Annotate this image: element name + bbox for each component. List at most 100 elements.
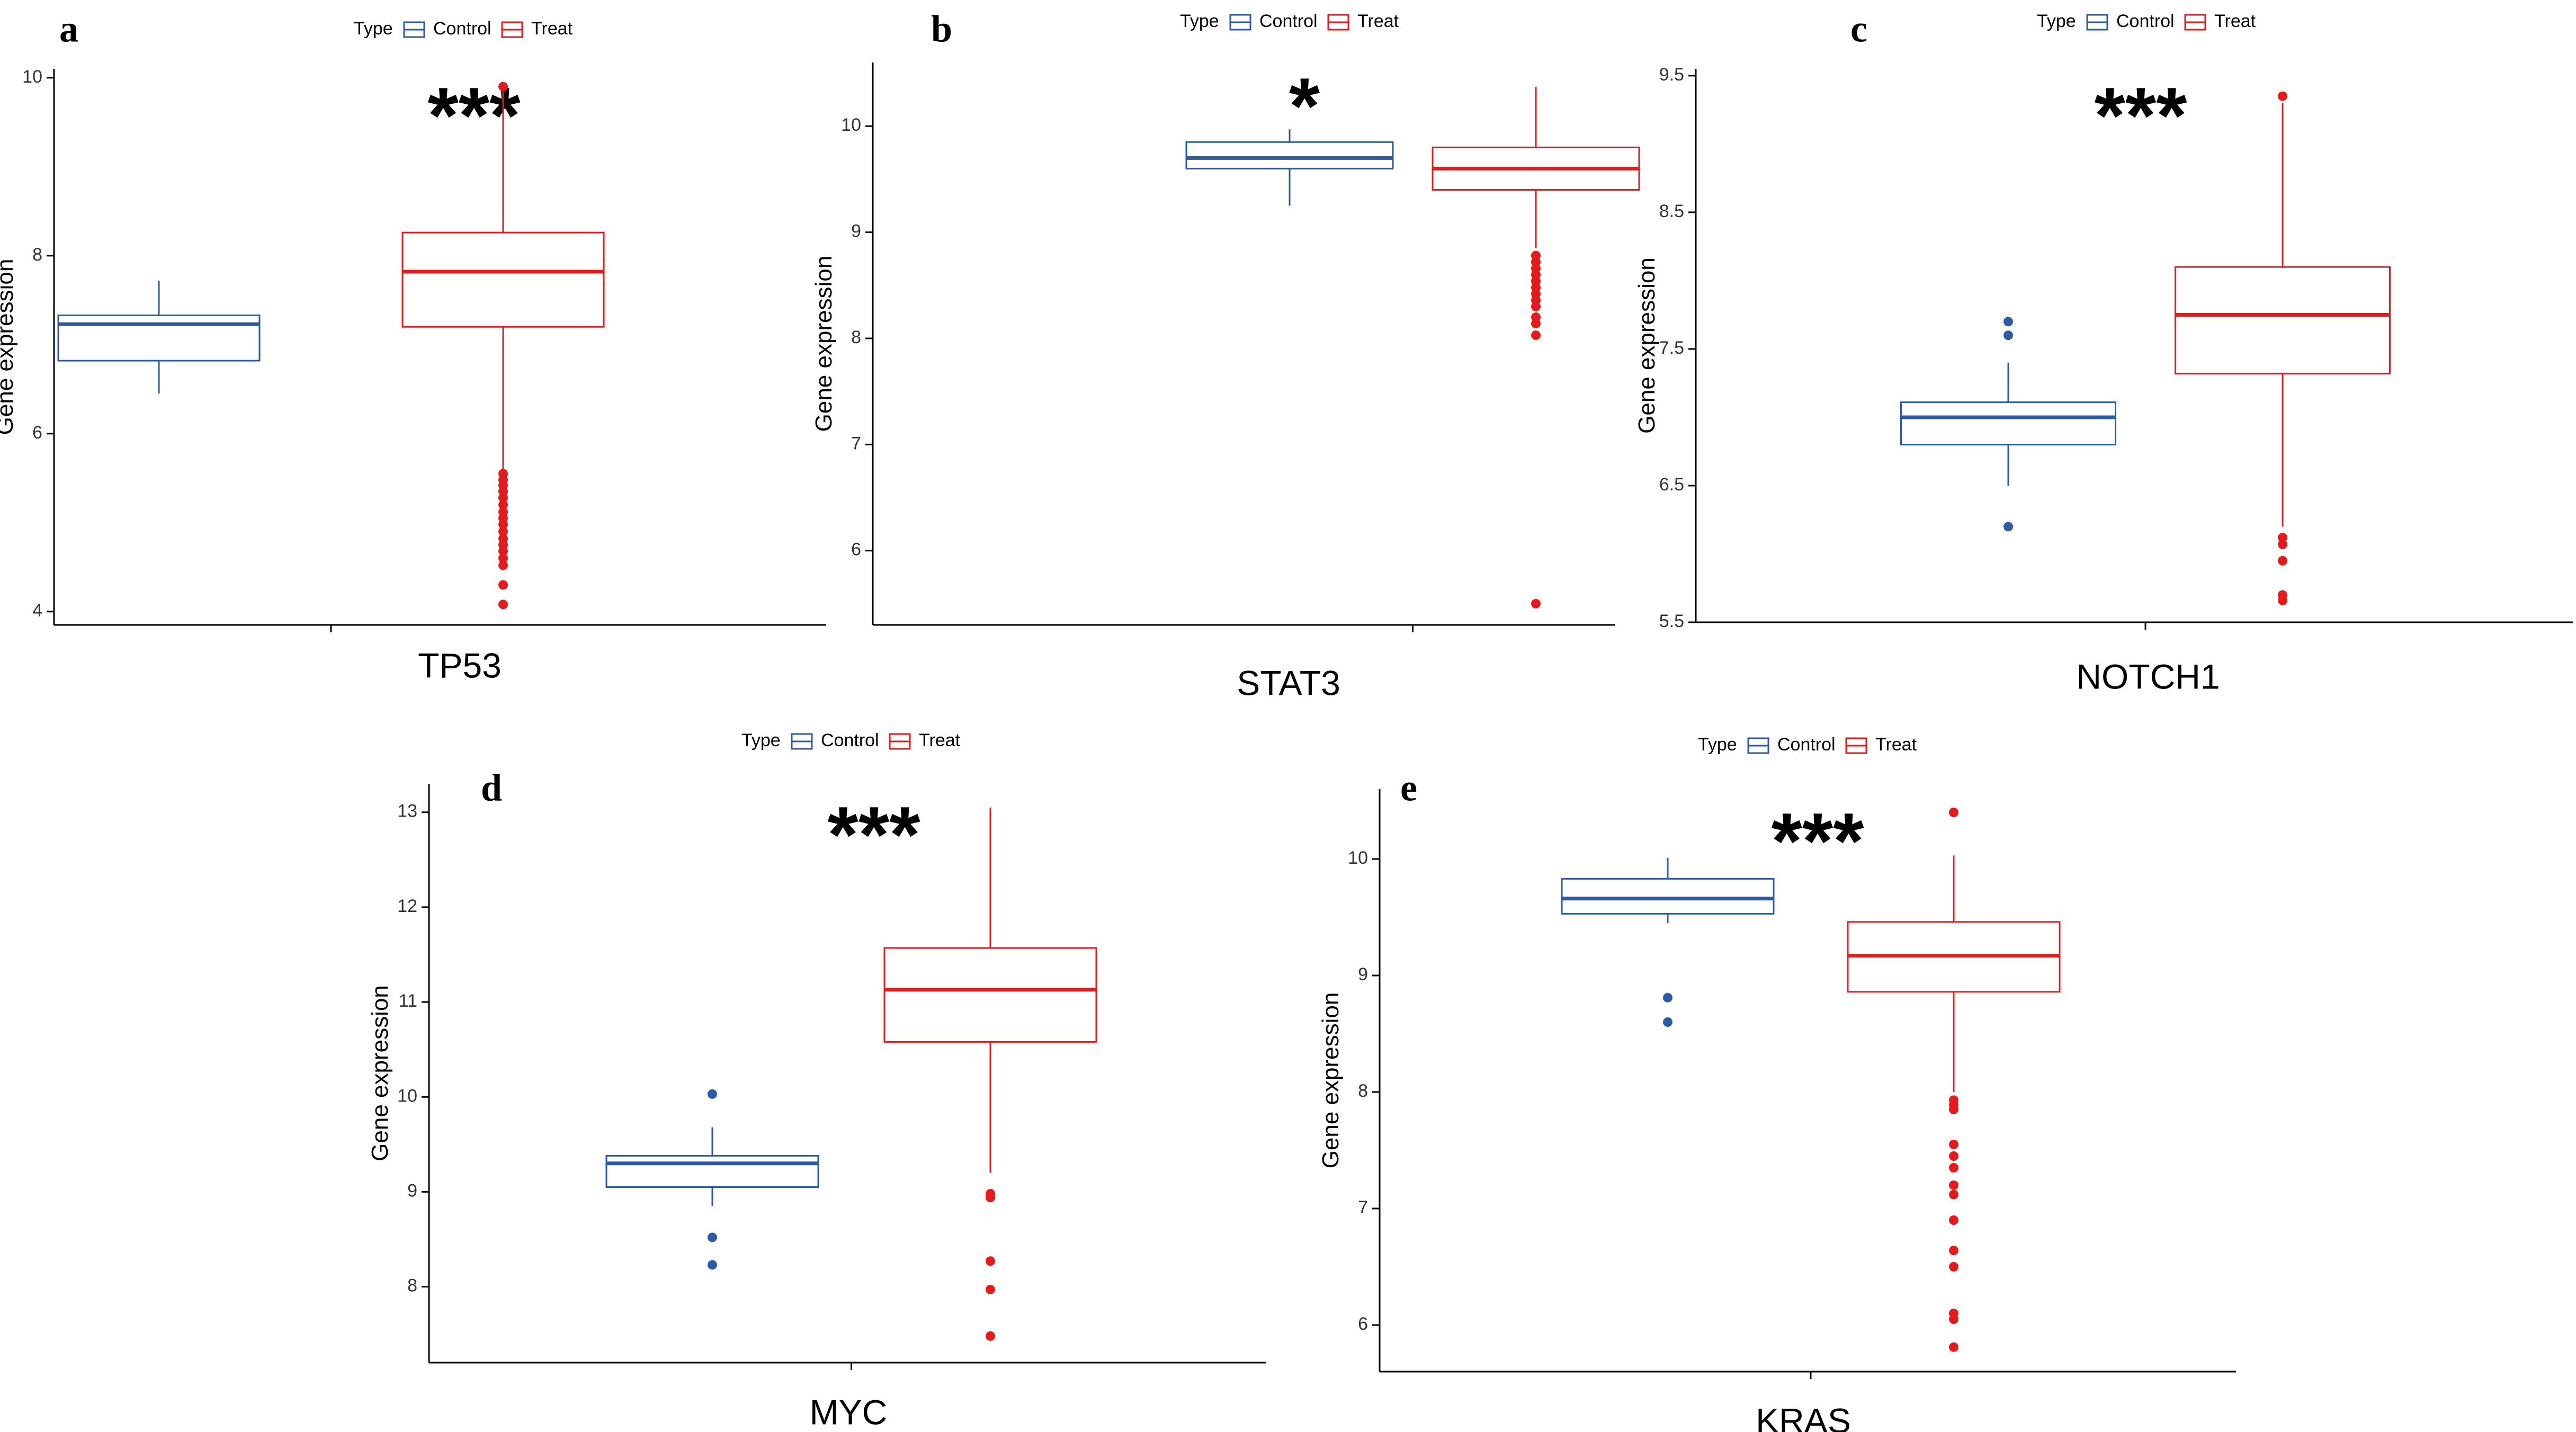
y-axis-title: Gene expression: [0, 259, 18, 435]
legend-control-label: Control: [821, 730, 879, 750]
iqr-box: [1561, 878, 1775, 915]
y-tick-label: 8.5: [1659, 201, 1684, 221]
box-treat: [1847, 808, 2061, 1352]
outlier-point: [708, 1260, 717, 1270]
outlier-point: [498, 553, 508, 563]
outlier-point: [2278, 595, 2287, 605]
y-tick-label: 11: [399, 991, 417, 1011]
y-tick-label: 10: [22, 67, 42, 87]
outlier-point: [1949, 1262, 1958, 1272]
y-tick-label: 6: [851, 540, 861, 560]
y-tick-label: 7: [851, 433, 861, 453]
outlier-point: [498, 493, 508, 503]
y-axis-title: Gene expression: [811, 256, 837, 432]
y-tick-label: 6.5: [1659, 475, 1684, 495]
y-tick-label: 12: [397, 896, 417, 916]
outlier-point: [1663, 992, 1672, 1003]
box-control: [605, 1089, 819, 1270]
legend-treat-label: Treat: [919, 730, 961, 750]
y-tick-label: 13: [397, 801, 417, 821]
box-control: [1561, 857, 1775, 1027]
outlier-point: [1949, 1151, 1958, 1161]
y-tick-label: 8: [407, 1276, 417, 1296]
legend-control-label: Control: [433, 19, 491, 39]
box-control: [1185, 129, 1394, 206]
y-tick-label: 9: [851, 221, 861, 241]
legend: Type Control Treat: [354, 19, 573, 39]
outlier-point: [1949, 1215, 1958, 1225]
y-tick-label: 4: [32, 601, 42, 621]
outlier-point: [498, 546, 508, 556]
outlier-point: [2003, 317, 2013, 327]
legend-title: Type: [1180, 11, 1219, 31]
x-axis-gene-label: TP53: [418, 646, 502, 685]
legend-control-label: Control: [1777, 735, 1836, 755]
outlier-point: [708, 1232, 717, 1242]
panel-letter: a: [59, 8, 78, 50]
y-tick-label: 10: [397, 1086, 417, 1106]
outlier-point: [986, 1193, 995, 1203]
y-tick-label: 9: [407, 1180, 417, 1201]
iqr-box: [2175, 266, 2391, 374]
outlier-point: [1949, 1180, 1958, 1190]
outlier-point: [1949, 1314, 1958, 1324]
significance-stars: *: [1289, 61, 1320, 150]
legend-treat-label: Treat: [1875, 735, 1917, 755]
panel-c-notch1: c Type Control Treat 5.5 6.5 7.5 8.5 9.5 Gene exp…: [1634, 8, 2573, 696]
outlier-point: [708, 1089, 717, 1099]
outlier-point: [1531, 598, 1541, 608]
outlier-point: [1531, 318, 1541, 328]
y-axis-title: Gene expression: [1318, 992, 1344, 1169]
legend: Type Control Treat: [2037, 11, 2256, 31]
panel-d-myc: d Type Control Treat 8 9 10 11 12 13 Gene expressi…: [367, 730, 1266, 1431]
legend-control-label: Control: [1259, 11, 1318, 31]
y-tick-label: 6: [32, 423, 42, 443]
legend-title: Type: [1698, 735, 1737, 755]
y-tick-label: 7: [1358, 1197, 1368, 1218]
y-tick-label: 8: [1358, 1081, 1368, 1101]
outlier-point: [1949, 1342, 1958, 1352]
outlier-point: [498, 520, 508, 530]
significance-stars: ***: [827, 790, 920, 879]
iqr-box: [605, 1154, 819, 1188]
outlier-point: [2003, 522, 2013, 532]
outlier-point: [498, 560, 508, 570]
iqr-box: [401, 231, 605, 328]
outlier-point: [498, 82, 508, 92]
y-tick-label: 6: [1358, 1314, 1368, 1334]
outlier-point: [1949, 1163, 1958, 1173]
outlier-point: [1949, 1246, 1958, 1256]
legend-title: Type: [354, 19, 393, 39]
significance-stars: ***: [1771, 796, 1864, 885]
y-tick-label: 5.5: [1659, 611, 1684, 631]
legend: Type Control Treat: [1698, 735, 1917, 755]
box-treat: [1432, 87, 1640, 608]
panel-letter: c: [1850, 8, 1867, 50]
outlier-point: [1949, 1105, 1958, 1114]
significance-stars: ***: [2094, 71, 2187, 160]
outlier-point: [1949, 1189, 1958, 1200]
outlier-point: [498, 599, 508, 610]
y-tick-label: 9: [1358, 964, 1368, 985]
y-tick-label: 7.5: [1659, 338, 1684, 358]
legend: Type Control Treat: [741, 730, 961, 750]
outlier-point: [2278, 556, 2287, 566]
outlier-point: [2003, 330, 2013, 341]
x-axis-gene-label: MYC: [810, 1392, 888, 1431]
box-treat: [2175, 91, 2391, 605]
y-tick-label: 10: [841, 115, 861, 135]
outlier-point: [2278, 91, 2287, 101]
outlier-point: [498, 500, 508, 510]
outlier-point: [498, 526, 508, 536]
x-axis-gene-label: KRAS: [1756, 1401, 1851, 1432]
panel-a-tp53: a Type Control Treat 4 6 8 10 Gene expression TP5…: [0, 8, 826, 685]
legend-control-label: Control: [2116, 11, 2175, 31]
box-control: [1900, 317, 2116, 532]
x-axis-gene-label: NOTCH1: [2076, 657, 2220, 696]
y-tick-label: 10: [1348, 848, 1368, 868]
outlier-point: [986, 1285, 995, 1295]
y-axis-title: Gene expression: [367, 985, 393, 1161]
panel-letter: b: [931, 8, 952, 50]
outlier-point: [1531, 330, 1541, 340]
